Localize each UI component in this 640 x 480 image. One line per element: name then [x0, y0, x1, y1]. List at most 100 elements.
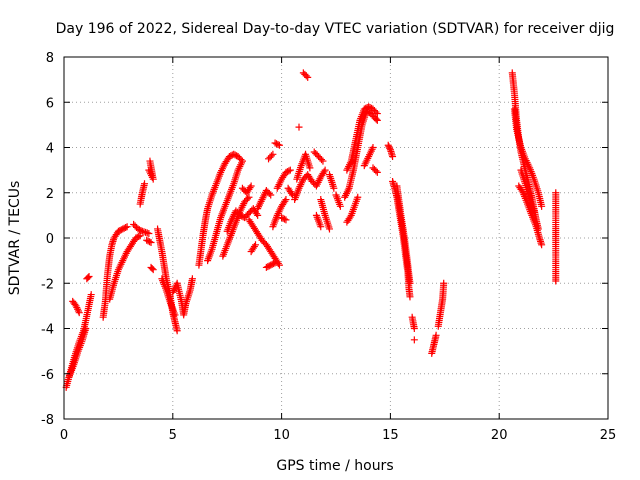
data-point — [285, 167, 293, 175]
data-point — [74, 305, 82, 313]
data-point — [238, 157, 246, 165]
data-point — [369, 144, 377, 151]
data-point — [281, 215, 289, 223]
data-point — [372, 108, 380, 116]
data-point — [123, 223, 131, 231]
data-point — [286, 166, 294, 174]
data-point — [320, 168, 328, 176]
data-point — [552, 277, 560, 285]
data-point — [410, 325, 418, 332]
data-point — [295, 123, 303, 131]
data-point — [321, 166, 329, 174]
data-point — [245, 193, 253, 201]
data-point — [440, 279, 448, 287]
data-point — [136, 232, 144, 240]
data-point — [319, 157, 327, 165]
data-point — [306, 164, 314, 172]
data-point — [271, 259, 279, 267]
data-point — [275, 141, 283, 149]
data-point — [267, 152, 275, 160]
x-tick-label: 25 — [600, 428, 617, 443]
data-point — [73, 304, 81, 312]
data-point — [74, 307, 82, 315]
data-point — [148, 265, 156, 273]
gridlines — [64, 57, 608, 419]
data-point — [336, 202, 344, 210]
data-point — [265, 190, 273, 198]
data-point — [282, 196, 290, 204]
data-point — [373, 116, 381, 124]
data-point — [410, 336, 418, 344]
y-tick-labels: -8 -6 -4 -2 0 2 4 6 8 — [41, 51, 54, 428]
data-point — [269, 150, 277, 158]
data-point — [406, 279, 414, 287]
data-point — [354, 193, 362, 201]
data-point — [274, 140, 282, 148]
data-point — [247, 182, 255, 190]
y-tick-label: -8 — [41, 413, 54, 428]
data-point — [147, 239, 155, 247]
chart-title: Day 196 of 2022, Sidereal Day-to-day VTE… — [56, 21, 615, 37]
data-point — [82, 325, 90, 332]
data-point — [270, 260, 278, 268]
y-tick-label: 6 — [46, 96, 54, 111]
data-point — [406, 293, 414, 301]
data-point — [84, 274, 92, 282]
data-point — [346, 213, 354, 221]
data-point — [370, 165, 378, 173]
x-tick-label: 10 — [273, 428, 290, 443]
data-point — [372, 115, 380, 123]
data-point — [87, 291, 95, 299]
data-point — [85, 272, 93, 280]
y-tick-label: -4 — [41, 323, 54, 338]
data-point — [137, 226, 145, 234]
data-point — [146, 238, 154, 246]
data-point — [246, 184, 254, 192]
data-point — [282, 216, 290, 224]
y-tick-label: 4 — [46, 142, 54, 157]
data-point — [250, 242, 258, 250]
data-point — [251, 241, 259, 249]
data-point — [149, 266, 157, 274]
data-point — [253, 210, 261, 218]
data-point — [302, 72, 310, 80]
data-point — [432, 331, 440, 339]
axis-ticks — [63, 56, 609, 420]
data-point — [173, 327, 181, 335]
data-point — [275, 261, 283, 269]
data-point — [135, 232, 143, 240]
data-point — [267, 191, 275, 199]
y-tick-label: 2 — [46, 187, 54, 202]
data-point — [384, 141, 392, 149]
data-point — [538, 241, 546, 249]
data-point — [141, 180, 149, 188]
data-point — [72, 302, 80, 310]
y-axis-label: SDTVAR / TECUs — [7, 181, 23, 296]
data-point — [530, 207, 538, 215]
y-tick-label: 0 — [46, 232, 54, 247]
x-tick-label: 5 — [169, 428, 177, 443]
y-tick-label: 8 — [46, 51, 54, 66]
y-tick-label: -2 — [41, 277, 54, 292]
data-point — [325, 225, 333, 233]
x-axis-label: GPS time / hours — [276, 458, 393, 474]
data-point — [317, 223, 325, 231]
x-tick-label: 0 — [60, 428, 68, 443]
data-point — [373, 110, 381, 118]
data-point — [538, 202, 546, 210]
data-point — [122, 223, 130, 231]
data-point — [75, 309, 83, 317]
data-point — [244, 195, 252, 203]
data-point — [330, 184, 338, 192]
data-points — [62, 69, 560, 391]
data-point — [386, 144, 394, 152]
data-point — [369, 164, 377, 172]
data-point — [385, 143, 393, 151]
x-tick-label: 20 — [491, 428, 508, 443]
data-point — [254, 211, 262, 219]
data-point — [146, 157, 154, 165]
x-tick-labels: 0 5 10 15 20 25 — [60, 428, 616, 443]
y-tick-label: -6 — [41, 368, 54, 383]
data-point — [389, 153, 397, 161]
